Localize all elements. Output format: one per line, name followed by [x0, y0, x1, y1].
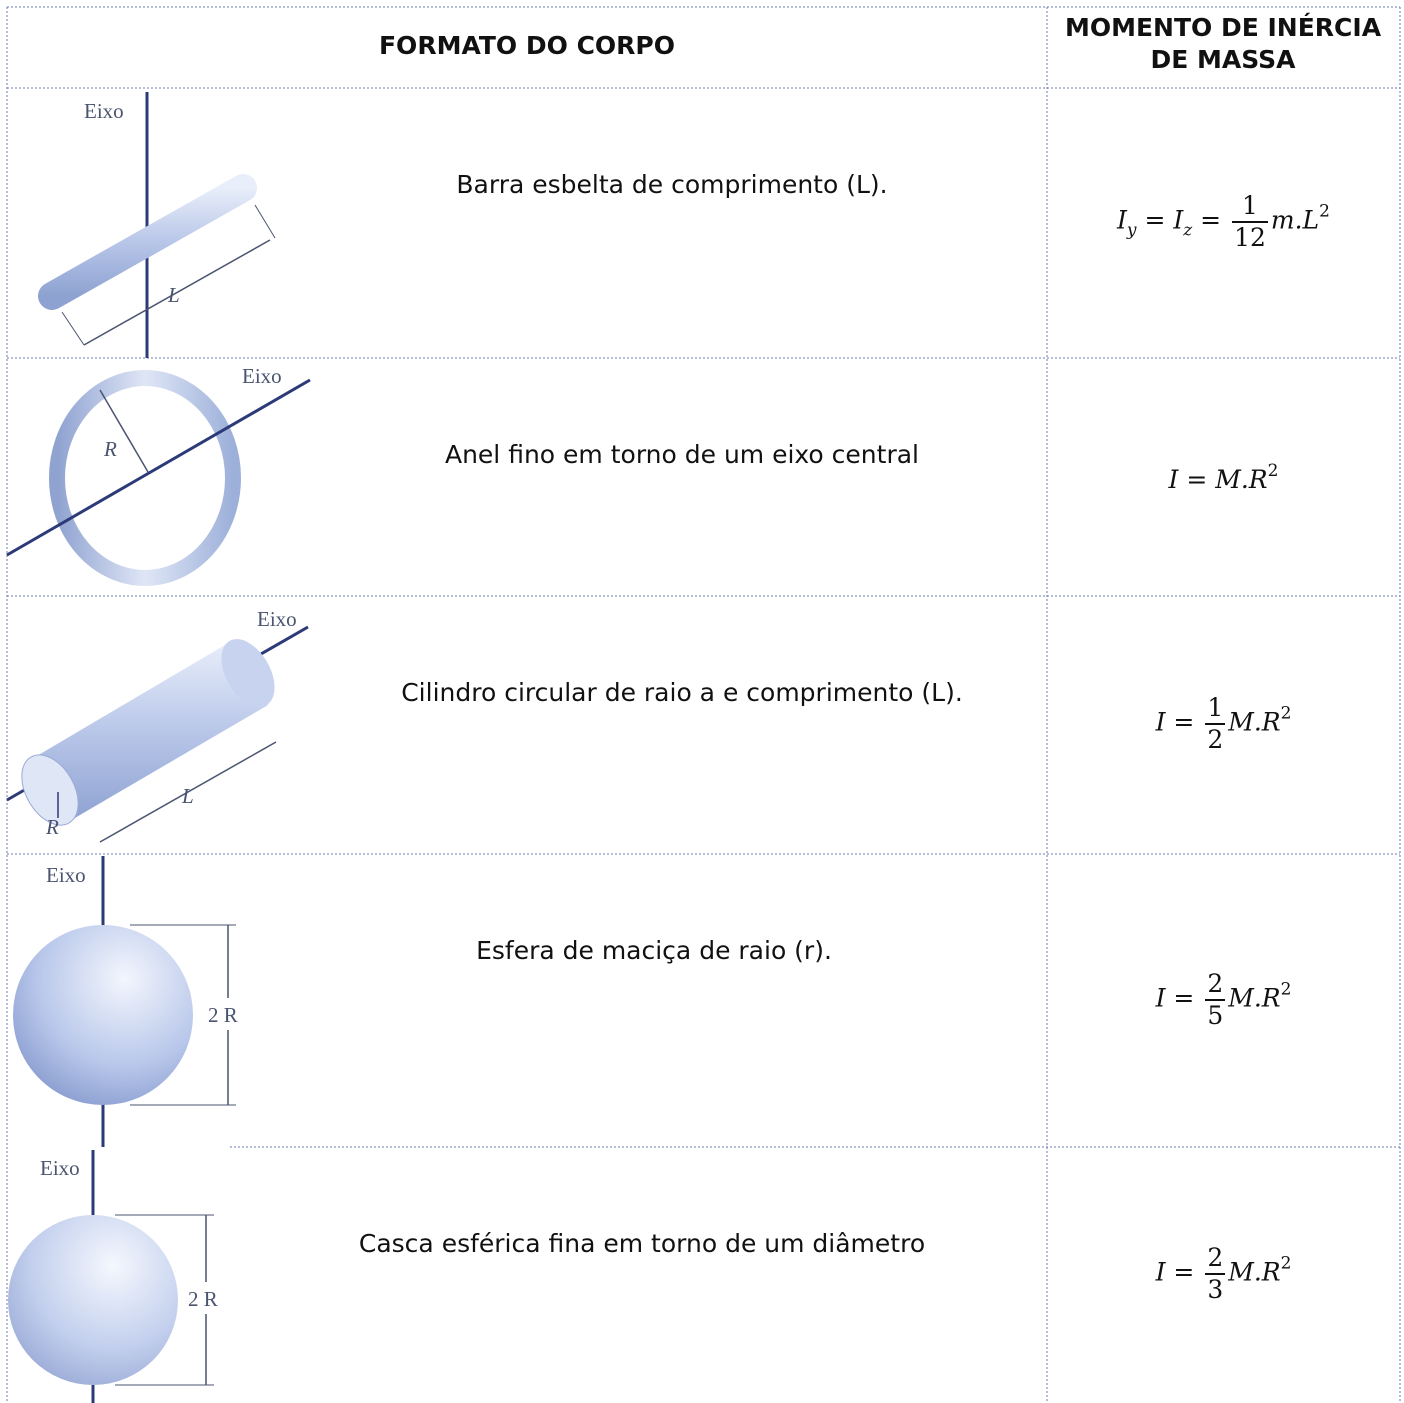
figure-sphere: Eixo 2 R [13, 856, 250, 1147]
axis-label: Eixo [84, 99, 124, 123]
fraction: 1 12 [1232, 191, 1268, 253]
formula: I = 2 5 M.R2 [1047, 969, 1400, 1031]
symbol: I [1168, 465, 1179, 494]
dimension-label: L [167, 283, 180, 307]
header-moment: MOMENTO DE INÉRCIA DE MASSA [1064, 13, 1382, 74]
dimension-label: 2 R [208, 1003, 238, 1027]
denominator: 12 [1234, 223, 1266, 252]
axis-label: Eixo [40, 1156, 80, 1180]
header-shape: FORMATO DO CORPO [378, 31, 675, 60]
superscript: 2 [1267, 461, 1279, 481]
figure-shell: Eixo 2 R [8, 1150, 228, 1403]
axis-label: Eixo [46, 863, 86, 887]
dimension-label: 2 R [188, 1287, 218, 1311]
formula: I = 2 3 M.R2 [1047, 1243, 1400, 1305]
figure-ring: Eixo R [6, 364, 311, 586]
superscript: 2 [1319, 201, 1330, 222]
equals: = [1173, 707, 1195, 737]
description: Cilindro circular de raio a e compriment… [401, 678, 963, 707]
equals: = [1144, 205, 1166, 235]
numerator: 1 [1205, 693, 1226, 725]
denominator: 3 [1207, 1275, 1224, 1304]
subscript: y [1126, 220, 1137, 241]
body: m.L [1270, 205, 1320, 235]
axis-label: Eixo [242, 364, 282, 388]
numerator: 2 [1205, 1243, 1226, 1275]
formula: I = M.R2 [1047, 461, 1400, 494]
equals: = [1200, 205, 1222, 235]
dimension-label: L [181, 784, 194, 808]
dimension-label: R [103, 437, 117, 461]
denominator: 5 [1207, 1000, 1224, 1030]
equals: = [1173, 983, 1195, 1012]
description: Casca esférica fina em torno de um diâme… [358, 1229, 926, 1258]
symbol: I [1117, 205, 1127, 235]
denominator: 2 [1207, 725, 1224, 754]
dimension-label: R [45, 815, 59, 839]
superscript: 2 [1280, 703, 1292, 724]
formula: Iy = Iz = 1 12 m.L2 [1047, 191, 1400, 253]
axis-label: Eixo [257, 607, 297, 631]
body: M.R [1228, 983, 1281, 1012]
formula: I = 1 2 M.R2 [1047, 693, 1400, 755]
body: M.R [1228, 1257, 1281, 1287]
subscript: z [1183, 220, 1193, 241]
numerator: 2 [1205, 969, 1226, 1001]
figure-rod: Eixo L [38, 92, 276, 358]
description: Esfera de maciça de raio (r). [476, 936, 832, 965]
description: Anel fino em torno de um eixo central [444, 440, 919, 469]
numerator: 1 [1232, 191, 1268, 223]
figure-cylinder: Eixo L R [6, 607, 309, 843]
symbol: I [1155, 1257, 1166, 1287]
superscript: 2 [1280, 1253, 1292, 1274]
table-borders [6, 6, 1401, 1403]
equals: = [1186, 465, 1208, 494]
description: Barra esbelta de comprimento (L). [456, 170, 888, 199]
symbol: I [1155, 983, 1166, 1012]
symbol: I [1155, 707, 1166, 737]
body: M.R [1215, 465, 1268, 494]
superscript: 2 [1280, 979, 1292, 999]
symbol: I [1173, 205, 1184, 235]
body: M.R [1228, 707, 1281, 737]
equals: = [1173, 1257, 1195, 1287]
